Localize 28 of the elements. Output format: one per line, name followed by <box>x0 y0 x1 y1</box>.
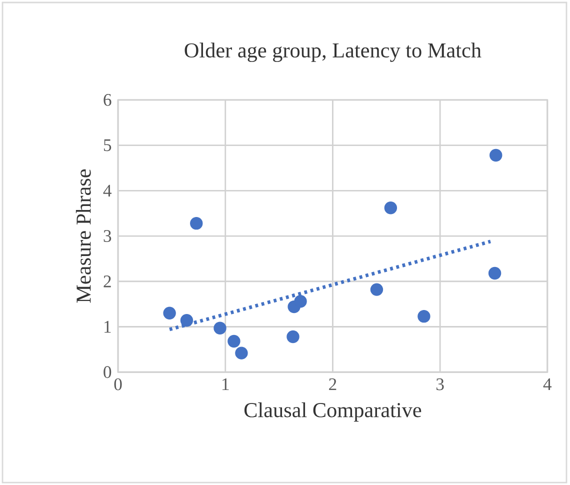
x-tick-label: 0 <box>114 378 122 390</box>
point <box>370 283 384 296</box>
chart-title: Older age group, Latency to Match <box>184 42 482 62</box>
x-tick-label: 2 <box>329 378 336 390</box>
y-tick-label: 5 <box>104 140 112 152</box>
x-tick-label: 3 <box>436 378 444 390</box>
point <box>180 314 194 327</box>
point <box>214 322 226 335</box>
y-tick-label: 0 <box>104 366 112 378</box>
x-tick-label: 1 <box>222 378 229 390</box>
point <box>190 217 203 230</box>
point <box>490 149 502 162</box>
y-tick-label: 1 <box>104 321 111 333</box>
point <box>286 330 300 344</box>
point <box>294 295 307 308</box>
x-tick-label: 4 <box>543 378 552 390</box>
y-tick-label: 3 <box>104 230 112 242</box>
point <box>235 346 248 360</box>
point <box>418 310 430 323</box>
y-tick-label: 6 <box>104 94 112 106</box>
y-tick-label: 4 <box>103 185 112 197</box>
y-axis-title: Measure Phrase <box>76 170 91 303</box>
x-axis-title: Clausal Comparative <box>244 402 422 422</box>
point <box>384 202 398 214</box>
point <box>488 267 502 280</box>
point <box>228 335 240 348</box>
point <box>163 306 176 320</box>
y-tick-label: 2 <box>104 276 111 288</box>
